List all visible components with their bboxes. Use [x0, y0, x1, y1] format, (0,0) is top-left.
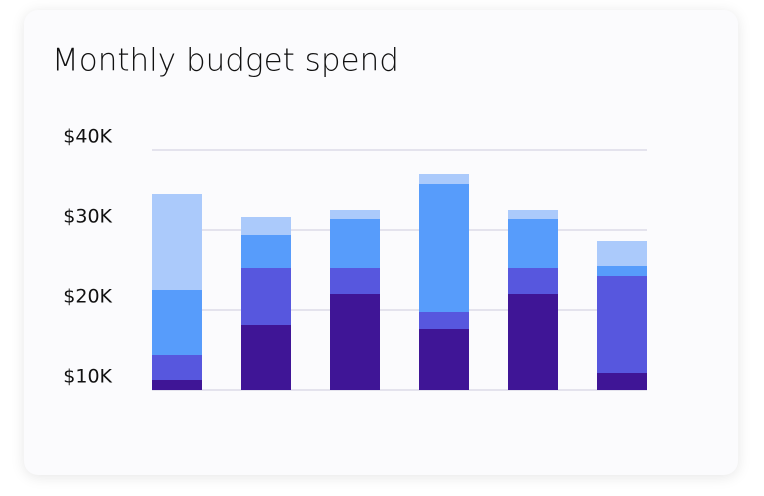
bar-segment [508, 294, 558, 390]
bar-segment [241, 217, 291, 235]
bar-segment [241, 325, 291, 390]
y-tick-label: $40K [63, 126, 112, 148]
bar-segment [419, 329, 469, 390]
y-tick-label: $20K [63, 286, 112, 308]
bar-segment [152, 194, 202, 290]
bar-segment [597, 241, 647, 266]
bar-segment [597, 266, 647, 276]
bar-segment [508, 268, 558, 294]
bar-segment [508, 210, 558, 219]
bar-segment [330, 294, 380, 390]
bar-segment [597, 276, 647, 373]
bar-segment [419, 184, 469, 312]
bar-segment [241, 235, 291, 268]
bar-segment [330, 219, 380, 268]
bar-segment [241, 268, 291, 325]
bar-segment [152, 355, 202, 380]
bar-segment [330, 268, 380, 294]
bar-segment [152, 380, 202, 390]
y-tick-label: $10K [63, 366, 112, 388]
bar-segment [508, 219, 558, 268]
chart-title: Monthly budget spend [52, 43, 399, 79]
bar-segment [330, 210, 380, 219]
bar-segment [597, 373, 647, 390]
bar-segment [152, 290, 202, 355]
bar-segment [419, 312, 469, 329]
bar-segment [419, 174, 469, 184]
y-tick-label: $30K [63, 206, 112, 228]
